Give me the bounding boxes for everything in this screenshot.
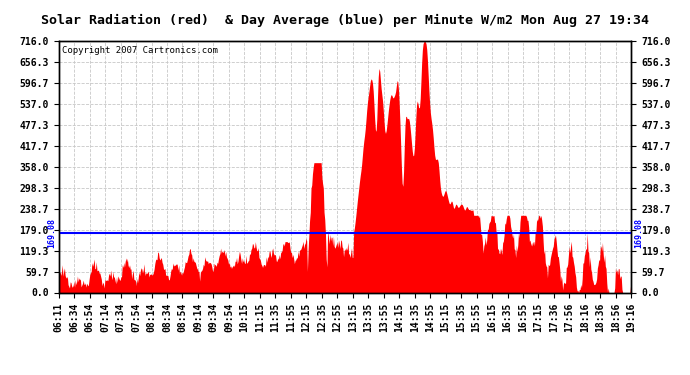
Text: Solar Radiation (red)  & Day Average (blue) per Minute W/m2 Mon Aug 27 19:34: Solar Radiation (red) & Day Average (blu…: [41, 14, 649, 27]
Text: 169.08: 169.08: [634, 218, 643, 248]
Text: Copyright 2007 Cartronics.com: Copyright 2007 Cartronics.com: [61, 46, 217, 55]
Text: 169.08: 169.08: [47, 218, 56, 248]
